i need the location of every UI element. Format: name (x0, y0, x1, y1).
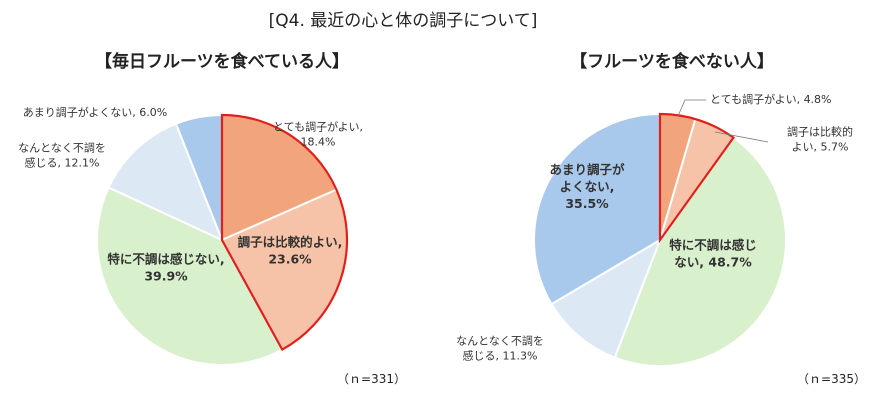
pie-1-slice-2-label-line: 23.6% (268, 252, 312, 267)
pie-1-slice-3-label: 特に不調は感じない, 39.9% (107, 252, 224, 284)
pie-2-leader-line-1 (677, 99, 706, 117)
pie-2-leader-line-2 (714, 131, 769, 143)
pie-chart-2: とても調子がよい, 4.8% 調子は比較的よい, 5.7% 特に不調は感じない, 4… (456, 92, 853, 368)
pie-1-slice-1-label-line: とても調子がよい, (273, 120, 363, 134)
pie-1-slice-5-label: あまり調子がよくない, 6.0% (23, 105, 167, 119)
pie-1-slice-3-label-line: 39.9% (144, 269, 188, 284)
pie-2-slice-5 (533, 112, 661, 306)
pie-1-slice-4-label-line: 感じる, 12.1% (25, 157, 100, 170)
pie-2-slice-3 (613, 136, 787, 368)
pie-2-slice-4-label-line: なんとなく不調を (456, 334, 544, 348)
pie-1-slice-1-label: とても調子がよい, 18.4% (273, 120, 363, 149)
chart-2-sample-size: （ｎ=335） (797, 372, 866, 386)
pie-2-slice-5-label-line: 35.5% (565, 196, 609, 211)
pie-2-slice-2-label-line: よい, 5.7% (792, 141, 849, 154)
pie-2-slice-1-label: とても調子がよい, 4.8% (710, 92, 832, 106)
pie-1-slice-4 (107, 122, 224, 242)
pie-2-slice-4 (550, 237, 662, 359)
chart-1-title: 【毎日フルーツを食べている人】 (95, 51, 349, 72)
pie-2-slice-2-label: 調子は比較的よい, 5.7% (787, 125, 853, 154)
pie-1-slice-5-label-line: あまり調子がよくない, 6.0% (23, 105, 167, 119)
pie-2-slice-4-label: なんとなく不調を感じる, 11.3% (456, 334, 544, 363)
pie-2-slice-5-label-line: あまり調子が (549, 162, 625, 177)
pie-1-slice-1-label-line: 18.4% (301, 136, 336, 149)
pie-2-slice-3-label-line: ない, 48.7% (674, 255, 752, 270)
pie-2-highlight-outline (658, 112, 735, 244)
page-title: [Q4. 最近の心と体の調子について] (269, 11, 538, 31)
chart-1-sample-size: （ｎ=331） (337, 372, 406, 386)
pie-2-slice-2-label-line: 調子は比較的 (787, 125, 853, 139)
pie-2-slice-4-label-line: 感じる, 11.3% (463, 350, 538, 363)
pie-1-slice-2-label-line: 調子は比較的よい, (238, 235, 343, 250)
pie-2-slice-5-label: あまり調子がよくない, 35.5% (549, 162, 625, 211)
pie-1-slice-3-label-line: 特に不調は感じない, (107, 252, 224, 267)
pie-1-highlight-outline (220, 113, 349, 352)
pie-chart-1: とても調子がよい, 18.4% 調子は比較的よい, 23.6% 特に不調は感じない, 39… (18, 105, 363, 366)
pie-1-slice-4-label: なんとなく不調を感じる, 12.1% (18, 141, 106, 170)
pie-2-slice-5-label-line: よくない, (560, 179, 615, 194)
pie-2-slice-1-label-line: とても調子がよい, 4.8% (710, 92, 832, 106)
chart-2-title: 【フルーツを食べない人】 (570, 51, 774, 72)
pie-1-slice-4-label-line: なんとなく不調を (18, 141, 106, 155)
pie-2-slice-3-label: 特に不調は感じない, 48.7% (669, 238, 757, 270)
pie-1-slice-3 (95, 186, 284, 366)
pie-2-slice-3-label-line: 特に不調は感じ (669, 238, 757, 253)
pie-1-slice-2-label: 調子は比較的よい, 23.6% (238, 235, 343, 267)
